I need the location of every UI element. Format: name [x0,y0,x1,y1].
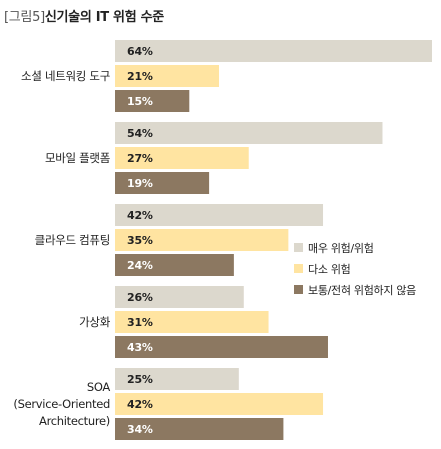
bar-value-label: 21% [127,70,153,83]
bar [115,40,432,62]
bar-value-label: 64% [127,45,153,58]
bar [115,311,269,333]
category-label: 클라우드 컴퓨팅 [35,233,110,247]
bar-value-label: 26% [127,291,153,304]
category-label: 모바일 플랫폼 [45,151,110,165]
bar [115,122,383,144]
legend-label: 보통/전혀 위험하지 않음 [308,283,416,297]
bar-value-label: 42% [127,398,153,411]
title-text: 신기술의 IT 위험 수준 [44,10,164,25]
bar [115,393,324,415]
legend-swatch [294,243,303,252]
bar [115,90,190,112]
bar-value-label: 35% [127,234,153,247]
legend-swatch [294,285,303,294]
legend-swatch [294,264,303,273]
category-label: 가상화 [79,315,111,329]
bar [115,368,239,390]
bar-value-label: 15% [127,95,153,108]
category-label: 소셜 네트워킹 도구 [21,69,110,83]
category-label: SOA [87,380,111,394]
bar-value-label: 34% [127,423,153,436]
bar [115,172,210,194]
category-label: Architecture) [39,414,110,428]
bar [115,204,324,226]
bar [115,254,234,276]
legend-label: 다소 위험 [308,263,350,276]
bar-value-label: 27% [127,152,153,165]
bar [115,286,244,308]
bar [115,336,328,358]
bar-value-label: 42% [127,209,153,222]
bar-value-label: 24% [127,259,153,272]
category-label: (Service-Oriented [13,397,110,411]
figure-label: [그림5] [4,10,45,25]
bar [115,229,289,251]
bar-value-label: 25% [127,373,153,386]
bar [115,147,249,169]
bar-value-label: 19% [127,177,153,190]
bar [115,418,284,440]
bar-value-label: 54% [127,127,153,140]
bar-value-label: 43% [127,341,153,354]
bar [115,65,220,87]
bar-value-label: 31% [127,316,153,329]
legend-label: 매우 위험/위험 [308,242,374,255]
chart-title: [그림5]신기술의 IT 위험 수준 [4,6,164,25]
